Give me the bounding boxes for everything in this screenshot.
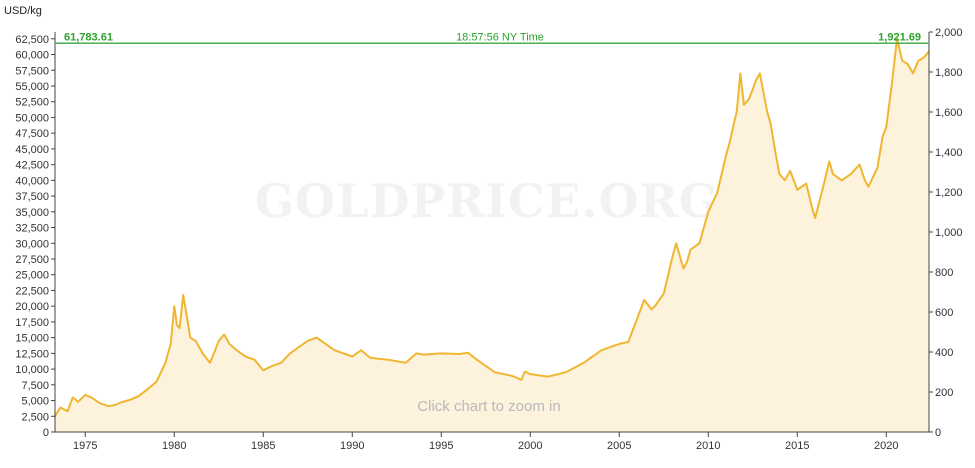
left-tick-label: 40,000 xyxy=(15,175,49,187)
right-tick-label: 1,200 xyxy=(935,187,963,199)
x-tick-label: 1975 xyxy=(73,440,97,452)
right-tick-label: 1,000 xyxy=(935,227,963,239)
current-price-kg: 61,783.61 xyxy=(64,31,113,43)
x-tick-label: 2005 xyxy=(607,440,631,452)
x-tick-label: 1990 xyxy=(340,440,364,452)
right-tick-label: 0 xyxy=(935,427,941,439)
left-axis-ticks: 0 2,500 5,000 7,500 10,000 12,500 15,000 17,500… xyxy=(15,34,55,439)
right-tick-label: 1,800 xyxy=(935,67,963,79)
price-area xyxy=(55,38,929,433)
left-tick-label: 27,500 xyxy=(15,254,49,266)
right-tick-label: 2,000 xyxy=(935,27,963,39)
current-price-oz: 1,921.69 xyxy=(878,31,921,43)
left-tick-label: 47,500 xyxy=(15,128,49,140)
watermark: GOLDPRICE.ORG xyxy=(255,174,719,228)
price-line[interactable] xyxy=(54,37,930,417)
left-tick-label: 7,500 xyxy=(21,380,49,392)
left-tick-label: 50,000 xyxy=(15,112,49,124)
unit-label: USD/kg xyxy=(4,5,42,17)
right-tick-label: 400 xyxy=(935,347,953,359)
left-tick-label: 30,000 xyxy=(15,238,49,250)
right-tick-label: 600 xyxy=(935,307,953,319)
price-area-fill xyxy=(55,38,929,433)
x-tick-label: 2015 xyxy=(785,440,809,452)
left-tick-label: 15,000 xyxy=(15,333,49,345)
right-tick-label: 1,400 xyxy=(935,147,963,159)
x-tick-label: 1980 xyxy=(162,440,186,452)
x-tick-label: 2010 xyxy=(696,440,720,452)
x-tick-label: 2000 xyxy=(518,440,542,452)
right-tick-label: 800 xyxy=(935,267,953,279)
left-tick-label: 60,000 xyxy=(15,50,49,62)
left-tick-label: 35,000 xyxy=(15,207,49,219)
left-tick-label: 42,500 xyxy=(15,160,49,172)
price-series-line[interactable] xyxy=(54,37,930,417)
zoom-hint[interactable]: Click chart to zoom in xyxy=(417,398,560,415)
left-tick-label: 57,500 xyxy=(15,65,49,77)
right-tick-label: 200 xyxy=(935,387,953,399)
left-tick-label: 5,000 xyxy=(21,396,49,408)
left-tick-label: 10,000 xyxy=(15,364,49,376)
left-tick-label: 32,500 xyxy=(15,223,49,235)
left-tick-label: 17,500 xyxy=(15,317,49,329)
left-tick-label: 37,500 xyxy=(15,191,49,203)
left-tick-label: 55,000 xyxy=(15,81,49,93)
left-tick-label: 45,000 xyxy=(15,144,49,156)
right-tick-label: 1,600 xyxy=(935,107,963,119)
left-tick-label: 20,000 xyxy=(15,301,49,313)
left-tick-label: 12,500 xyxy=(15,348,49,360)
x-axis-ticks: 1975 1980 1985 1990 1995 2000 2005 2010 2015 2020 xyxy=(73,432,899,452)
right-axis-ticks: 0 200 400 600 800 1,000 1,200 1,400 1,600 1,800 2,… xyxy=(929,27,963,439)
left-tick-label: 2,500 xyxy=(21,411,49,423)
left-tick-label: 62,500 xyxy=(15,34,49,46)
left-tick-label: 22,500 xyxy=(15,285,49,297)
left-tick-label: 52,500 xyxy=(15,97,49,109)
x-tick-label: 2020 xyxy=(874,440,898,452)
x-tick-label: 1985 xyxy=(251,440,275,452)
x-tick-label: 1995 xyxy=(429,440,453,452)
left-tick-label: 25,000 xyxy=(15,270,49,282)
current-time: 18:57:56 NY Time xyxy=(456,31,544,43)
left-tick-label: 0 xyxy=(43,427,49,439)
